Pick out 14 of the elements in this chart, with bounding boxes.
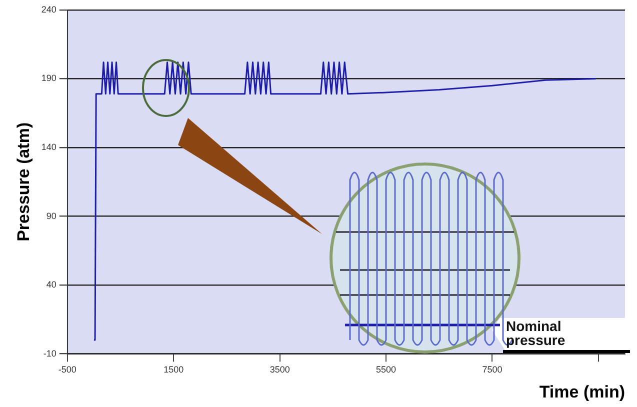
x-tick-label: 3500 [270,364,290,375]
y-tick-label: 140 [41,142,56,152]
annotation: Nominal pressure [506,318,566,348]
x-tick-label: 5500 [376,364,396,375]
x-tick-label: 7500 [482,364,502,375]
y-axis-title: Pressure (atm) [14,122,33,242]
y-tick-label: 240 [41,4,56,14]
y-tick-label: 40 [46,280,56,290]
y-tick-label: 190 [41,73,56,84]
x-axis-title: Time (min) [539,382,625,402]
y-tick-label: -10 [43,348,56,358]
x-tick-label: 1500 [164,364,184,375]
x-tick-label: -500 [58,364,76,375]
y-tick-label: 90 [46,210,56,221]
